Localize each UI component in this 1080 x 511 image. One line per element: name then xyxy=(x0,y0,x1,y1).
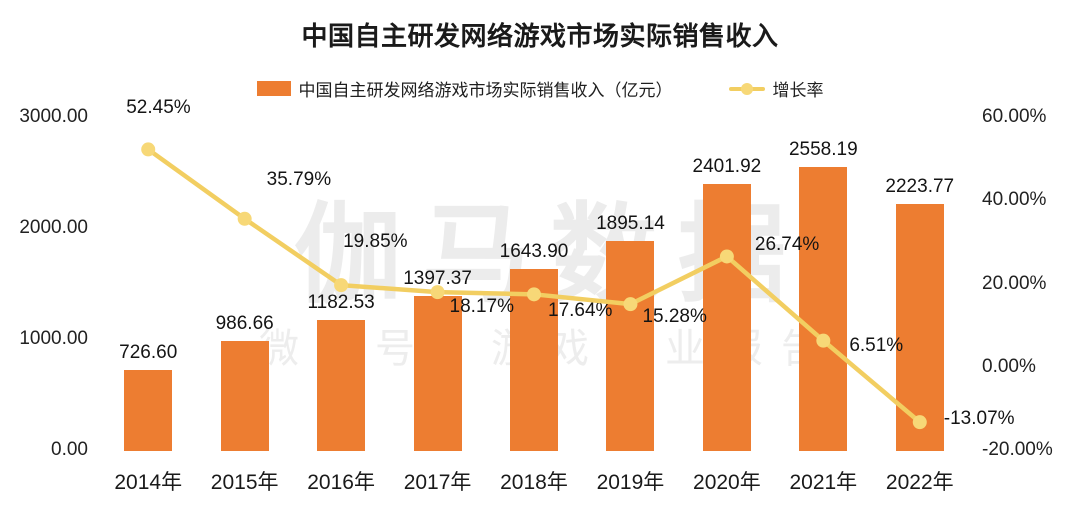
x-axis-category-label: 2017年 xyxy=(403,471,472,494)
bar-value-label: 1182.53 xyxy=(307,291,375,313)
growth-rate-value-label: 17.64% xyxy=(548,300,613,322)
growth-rate-value-label: 19.85% xyxy=(343,231,408,253)
x-axis-category-label: 2018年 xyxy=(500,471,568,494)
x-axis-category-label: 2015年 xyxy=(210,471,279,494)
growth-rate-value-label: 35.79% xyxy=(266,168,332,190)
legend-label-growth-rate: 增长率 xyxy=(772,81,824,100)
bar-2022年[interactable] xyxy=(895,204,944,451)
bar-2017年[interactable] xyxy=(413,295,462,451)
left-axis-tick-label: 0.00 xyxy=(51,439,88,460)
bar-value-label: 1397.37 xyxy=(403,267,472,289)
left-axis-tick-label: 2000.00 xyxy=(19,217,88,238)
legend-bar-swatch-icon xyxy=(256,81,291,96)
legend-item-revenue[interactable]: 中国自主研发网络游戏市场实际销售收入（亿元） xyxy=(256,76,673,101)
right-axis-tick-label: -20.00% xyxy=(982,439,1053,460)
chart-legend: 中国自主研发网络游戏市场实际销售收入（亿元） 增长率 xyxy=(0,76,1080,101)
right-axis-tick-label: 20.00% xyxy=(982,272,1047,294)
right-axis-tick-label: 0.00% xyxy=(982,355,1036,377)
bar-value-label: 1895.14 xyxy=(596,212,665,234)
bar-2020年[interactable] xyxy=(702,184,751,451)
right-axis-tick-label: 60.00% xyxy=(982,106,1047,127)
x-axis-category-label: 2022年 xyxy=(885,471,954,494)
bar-2019年[interactable] xyxy=(606,240,655,451)
growth-rate-value-label: 18.17% xyxy=(449,296,514,318)
left-axis-tick-label: 3000.00 xyxy=(19,106,88,127)
legend-label-revenue: 中国自主研发网络游戏市场实际销售收入（亿元） xyxy=(298,81,673,100)
bar-2014年[interactable] xyxy=(124,370,173,451)
legend-item-growth-rate[interactable]: 增长率 xyxy=(728,76,824,101)
x-axis-category-label: 2014年 xyxy=(114,471,183,494)
x-axis-category-label: 2020年 xyxy=(693,471,761,494)
x-axis-category-label: 2016年 xyxy=(307,471,375,494)
growth-rate-value-label: -13.07% xyxy=(943,408,1015,430)
bar-2016年[interactable] xyxy=(317,319,366,451)
bar-value-label: 2558.19 xyxy=(788,139,858,161)
bar-value-label: 726.60 xyxy=(119,342,178,364)
bar-2021年[interactable] xyxy=(799,167,848,451)
x-axis-category-label: 2021年 xyxy=(789,471,858,494)
left-axis-tick-label: 1000.00 xyxy=(19,328,88,349)
growth-rate-value-label: 6.51% xyxy=(849,334,904,356)
bar-2018年[interactable] xyxy=(510,268,558,451)
bar-value-label: 1643.90 xyxy=(499,240,569,262)
growth-rate-value-label: 15.28% xyxy=(642,306,707,328)
growth-rate-value-label: 26.74% xyxy=(754,234,820,256)
x-axis-category-label: 2019年 xyxy=(596,471,665,494)
bar-value-label: 2223.77 xyxy=(885,176,955,198)
legend-line-swatch-icon xyxy=(728,82,765,96)
growth-rate-value-label: 52.45% xyxy=(126,97,191,119)
bar-value-label: 986.66 xyxy=(215,313,274,335)
bar-2015年[interactable] xyxy=(220,341,269,451)
right-axis-tick-label: 40.00% xyxy=(982,189,1047,211)
chart-title: 中国自主研发网络游戏市场实际销售收入 xyxy=(301,21,779,51)
